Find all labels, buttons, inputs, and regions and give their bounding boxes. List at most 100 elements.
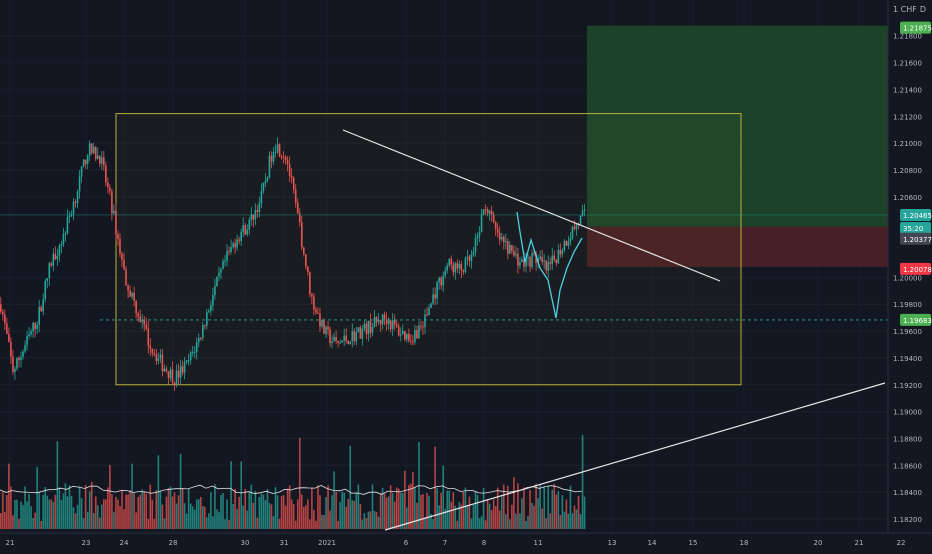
candle-body — [549, 262, 552, 264]
candle-body — [82, 159, 85, 167]
volume-bar — [52, 502, 55, 529]
volume-bar — [452, 492, 455, 529]
candle-body — [543, 260, 545, 262]
volume-bar — [6, 495, 8, 529]
candle-body — [226, 251, 228, 261]
volume-bar — [387, 496, 390, 529]
volume-bar — [507, 485, 509, 529]
candle-body — [20, 356, 22, 361]
volume-bar — [472, 504, 475, 529]
candle-body — [193, 351, 196, 353]
drawings[interactable] — [0, 129, 888, 531]
pattern-line[interactable] — [516, 211, 583, 319]
volume-bar — [317, 485, 319, 529]
ascending-trendline[interactable] — [384, 382, 886, 531]
candle-body — [389, 320, 392, 329]
candle-body — [80, 166, 83, 177]
volume-bar — [502, 484, 505, 529]
candle-body — [502, 236, 505, 243]
volume-bar — [309, 519, 311, 529]
candle-body — [395, 324, 398, 327]
candle-body — [202, 325, 204, 339]
candle-body — [131, 292, 133, 297]
volume-bar — [24, 486, 26, 529]
candle-body — [500, 236, 503, 240]
volume-bar — [290, 499, 293, 529]
candle-body — [414, 330, 416, 343]
candle-body — [333, 337, 335, 342]
candle-body — [519, 261, 521, 266]
candle-body — [391, 320, 394, 329]
volume-bar — [105, 499, 107, 529]
descending-trendline[interactable] — [342, 129, 721, 282]
volume-bar — [553, 483, 556, 529]
time-tick-label: 21 — [6, 539, 15, 547]
time-tick-label: 13 — [608, 539, 617, 547]
volume-bar — [494, 506, 497, 529]
price-tick-label: 1.21000 — [893, 140, 922, 148]
range-box[interactable] — [115, 113, 742, 386]
volume-bar — [161, 504, 164, 529]
volume-bar — [26, 501, 28, 529]
candle-body — [52, 253, 55, 266]
candle-body — [436, 282, 438, 299]
candle-body — [535, 253, 537, 263]
volume-bar — [488, 503, 491, 529]
candle-body — [505, 241, 507, 243]
candle-body — [319, 313, 321, 327]
candle-body — [216, 276, 218, 287]
volume-bar — [456, 520, 459, 529]
candle-body — [117, 234, 119, 239]
volume-bar — [537, 497, 539, 529]
volume-bar — [222, 493, 224, 529]
volume-bar — [111, 494, 113, 529]
candle-body — [212, 295, 214, 306]
volume-bar — [119, 505, 121, 529]
volume-bar — [72, 507, 75, 529]
candle-body — [424, 314, 426, 328]
volume-bar — [30, 506, 32, 529]
candle-body — [460, 264, 463, 271]
candle-body — [496, 228, 499, 233]
volume-bar — [206, 517, 208, 529]
candle-body — [458, 264, 461, 269]
time-axis[interactable]: 21 23 24 28 30 31 2021 6 7 8 11 13 14 15 18 20 21 22 — [0, 532, 932, 550]
volume-bar — [513, 477, 515, 529]
volume-bar — [412, 472, 414, 529]
volume-bar — [359, 504, 362, 529]
candle-body — [276, 144, 279, 152]
candle-body — [103, 157, 105, 166]
volume-bar — [416, 502, 418, 529]
volume-bar — [197, 499, 200, 529]
volume-bar — [478, 518, 481, 529]
candle-body — [28, 334, 30, 337]
volume-bar — [569, 485, 572, 529]
candle-body — [531, 253, 533, 267]
candle-body — [339, 342, 341, 344]
candle-body — [583, 209, 586, 211]
volume-bar — [345, 506, 348, 529]
volume-bar — [280, 496, 283, 529]
axis-unit: 1 CHF — [893, 5, 917, 14]
axis-scale-mode[interactable]: D — [920, 5, 926, 14]
time-tick-label: 15 — [689, 539, 698, 547]
candle-body — [42, 299, 45, 312]
volume-bar — [424, 517, 426, 529]
candle-body — [385, 319, 388, 324]
volume-bar — [185, 513, 188, 529]
volume-bar — [270, 504, 273, 529]
candle-body — [347, 340, 350, 345]
price-tick-label: 1.18800 — [893, 435, 922, 443]
candle-body — [323, 319, 325, 334]
candle-body — [345, 335, 348, 341]
volume-bar — [406, 507, 408, 529]
candle-body — [418, 325, 420, 339]
candle-body — [393, 320, 396, 325]
volume-bar — [395, 487, 398, 529]
volume-bar — [468, 496, 471, 529]
stop-badge-bg — [900, 262, 931, 275]
candle-body — [22, 351, 24, 357]
volume-bar — [204, 506, 206, 529]
